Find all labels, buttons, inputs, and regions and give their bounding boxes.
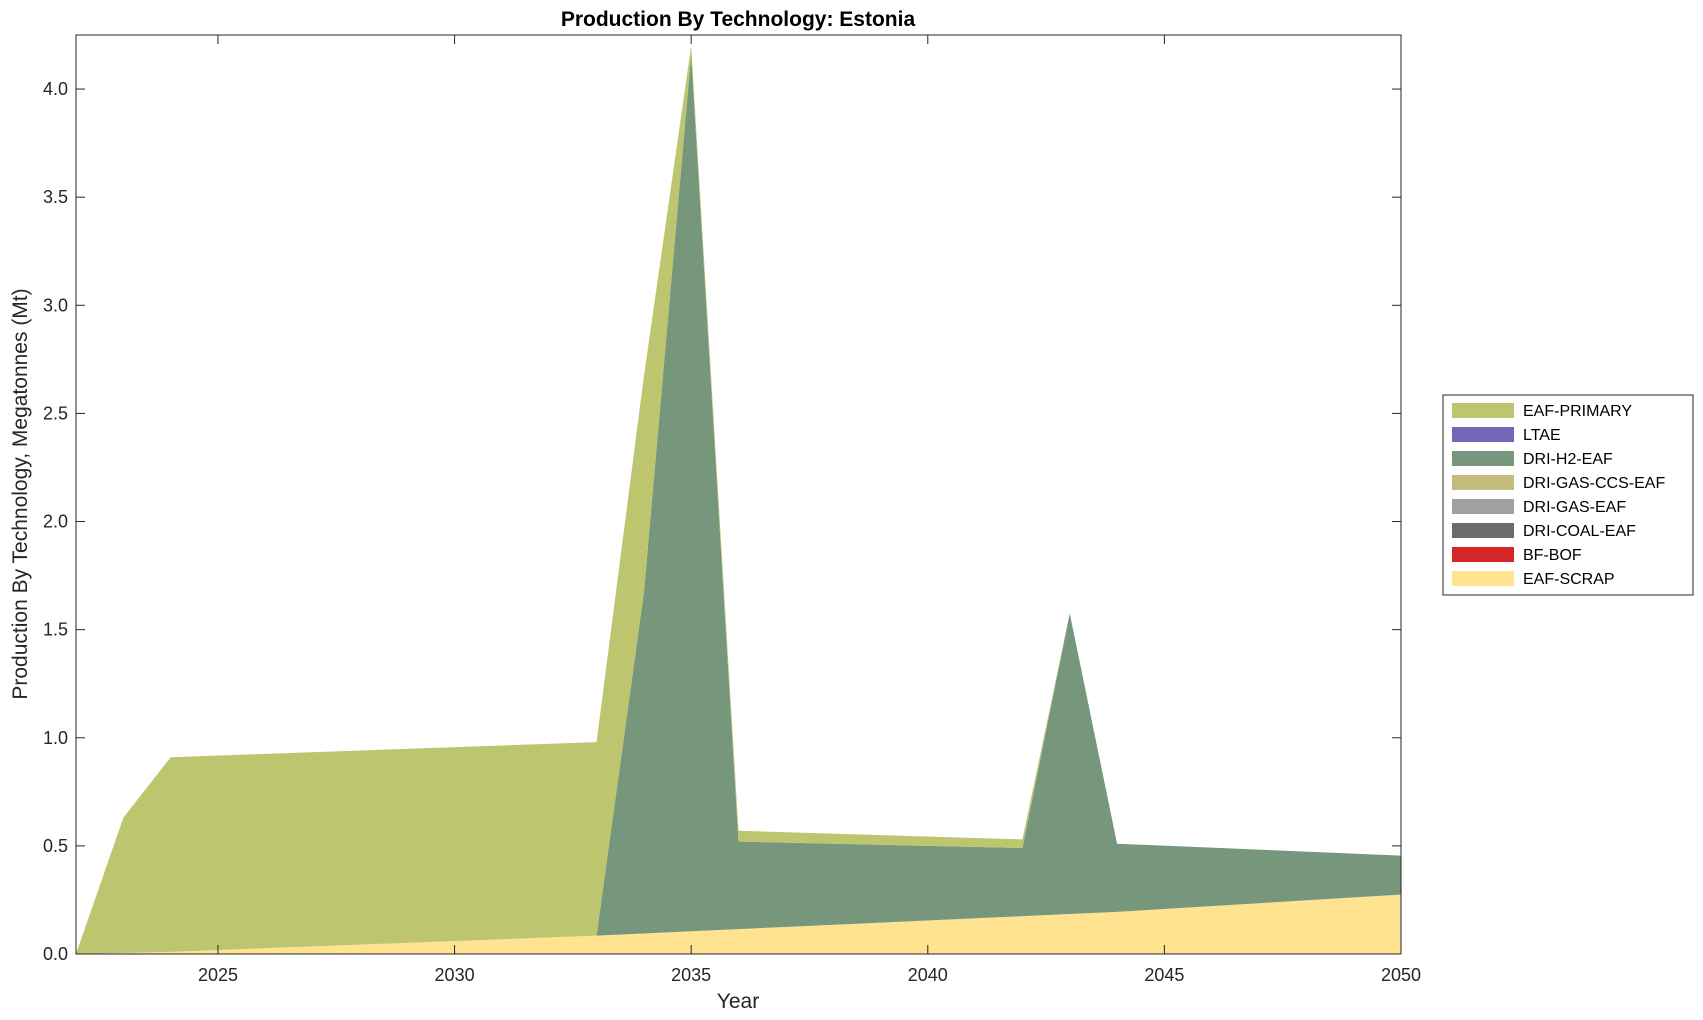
area-eaf-primary xyxy=(76,45,1401,955)
y-tick-label: 0.5 xyxy=(43,836,68,856)
legend-swatch-eaf-primary xyxy=(1452,403,1514,418)
y-tick-label: 3.0 xyxy=(43,295,68,315)
y-tick-label: 4.0 xyxy=(43,79,68,99)
y-tick-label: 0.0 xyxy=(43,944,68,964)
legend-label-dri-h2-eaf: DRI-H2-EAF xyxy=(1523,451,1613,468)
legend-label-eaf-primary: EAF-PRIMARY xyxy=(1523,403,1632,420)
legend-label-bf-bof: BF-BOF xyxy=(1523,547,1582,564)
y-tick-label: 2.5 xyxy=(43,403,68,423)
x-tick-label: 2040 xyxy=(908,965,948,985)
legend-swatch-dri-gas-eaf xyxy=(1452,499,1514,514)
legend-label-dri-coal-eaf: DRI-COAL-EAF xyxy=(1523,523,1636,540)
y-tick-label: 1.5 xyxy=(43,620,68,640)
area-eaf-scrap xyxy=(76,894,1401,954)
legend-swatch-eaf-scrap xyxy=(1452,571,1514,586)
legend: EAF-PRIMARY LTAE DRI-H2-EAF DRI-GAS-CCS-EAF… xyxy=(1442,394,1694,596)
legend-swatch-ltae xyxy=(1452,427,1514,442)
x-tick-label: 2025 xyxy=(198,965,238,985)
x-tick-label: 2050 xyxy=(1381,965,1421,985)
y-tick-label: 2.0 xyxy=(43,512,68,532)
x-axis-label: Year xyxy=(717,990,759,1013)
x-tick-label: 2035 xyxy=(671,965,711,985)
x-tick-label: 2030 xyxy=(435,965,475,985)
legend-swatch-dri-h2-eaf xyxy=(1452,451,1514,466)
x-tick-label: 2045 xyxy=(1144,965,1184,985)
legend-swatch-dri-gas-ccs-eaf xyxy=(1452,475,1514,490)
legend-label-eaf-scrap: EAF-SCRAP xyxy=(1523,571,1615,588)
area-series-group xyxy=(76,45,1401,955)
legend-swatch-bf-bof xyxy=(1452,547,1514,562)
y-tick-label: 1.0 xyxy=(43,728,68,748)
legend-label-dri-gas-eaf: DRI-GAS-EAF xyxy=(1523,499,1626,516)
y-axis-label: Production By Technology, Megatonnes (Mt… xyxy=(9,288,32,699)
chart-title: Production By Technology: Estonia xyxy=(561,8,916,31)
legend-swatch-dri-coal-eaf xyxy=(1452,523,1514,538)
legend-box xyxy=(1442,394,1694,596)
y-axis: 0.0 0.5 1.0 1.5 2.0 2.5 3.0 3.5 4.0 xyxy=(43,79,1401,964)
legend-label-dri-gas-ccs-eaf: DRI-GAS-CCS-EAF xyxy=(1523,475,1665,492)
legend-label-ltae: LTAE xyxy=(1523,427,1561,444)
area-dri-h2-eaf xyxy=(76,54,1401,954)
y-tick-label: 3.5 xyxy=(43,187,68,207)
plot-frame xyxy=(75,34,1402,955)
x-axis: 2025 2030 2035 2040 2045 2050 xyxy=(198,35,1421,985)
